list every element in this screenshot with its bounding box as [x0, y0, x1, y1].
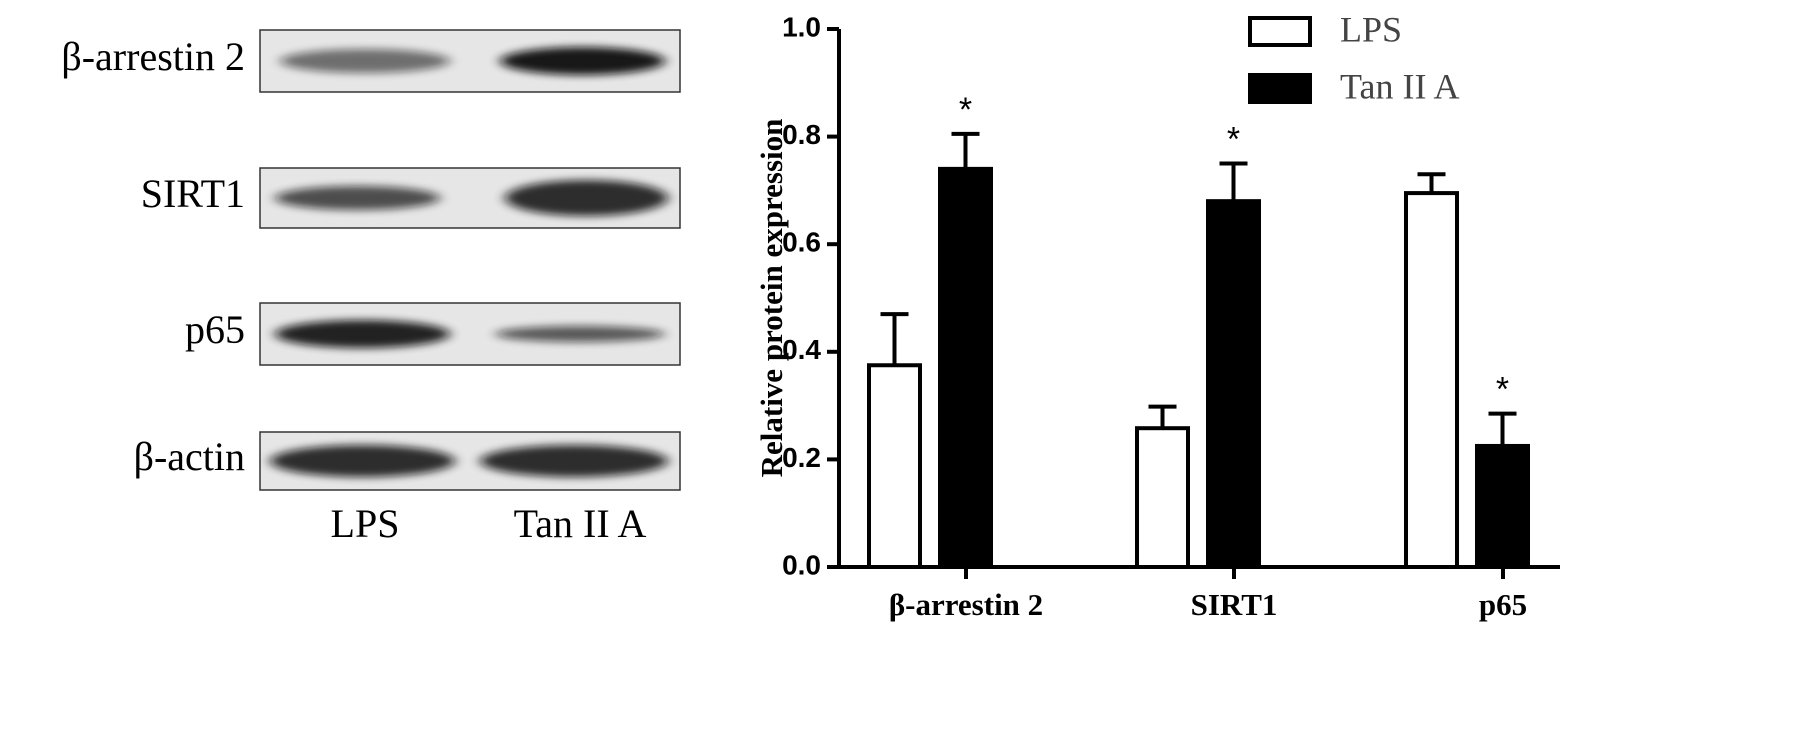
x-tick-label: β-arrestin 2 [889, 587, 1043, 622]
blot-band [505, 180, 668, 216]
blot-row-label: p65 [185, 307, 245, 352]
bar [1404, 191, 1459, 569]
legend-label: LPS [1340, 9, 1402, 49]
blot-row-label: β-arrestin 2 [61, 34, 245, 79]
legend-swatch [1248, 73, 1312, 104]
blot-row-label: β-actin [134, 434, 245, 479]
significance-label: * [1496, 371, 1509, 409]
x-tick-label: SIRT1 [1191, 587, 1278, 622]
blot-row-label: SIRT1 [141, 171, 245, 216]
y-tick-label: 0.6 [782, 227, 821, 258]
blot-band [275, 320, 450, 348]
legend-swatch [1248, 16, 1312, 47]
bar [1475, 443, 1530, 570]
legend-label: Tan II A [1340, 66, 1459, 106]
bar [938, 166, 993, 569]
y-tick-label: 0.8 [782, 119, 821, 150]
blot-band [500, 47, 665, 75]
y-tick-label: 0.2 [782, 442, 821, 473]
blot-band [480, 445, 668, 477]
blot-lane-label: Tan II A [514, 501, 647, 546]
y-tick-label: 0.0 [782, 549, 821, 580]
significance-label: * [959, 91, 972, 129]
blot-lane-label: LPS [331, 501, 400, 546]
significance-label: * [1227, 120, 1240, 158]
x-tick-label: p65 [1479, 587, 1527, 622]
y-tick-label: 0.4 [782, 334, 821, 365]
blot-band [275, 186, 440, 210]
y-axis-label: Relative protein expression [754, 119, 789, 478]
bar [1135, 426, 1190, 570]
blot-band [280, 49, 450, 73]
blot-band [495, 326, 665, 342]
blot-band [270, 445, 455, 477]
bar [867, 363, 922, 569]
bar [1206, 199, 1261, 569]
y-tick-label: 1.0 [782, 11, 821, 42]
